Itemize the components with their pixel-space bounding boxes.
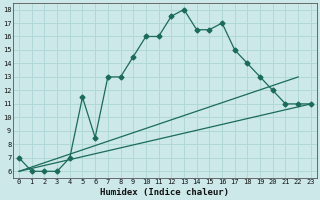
X-axis label: Humidex (Indice chaleur): Humidex (Indice chaleur) <box>100 188 229 197</box>
